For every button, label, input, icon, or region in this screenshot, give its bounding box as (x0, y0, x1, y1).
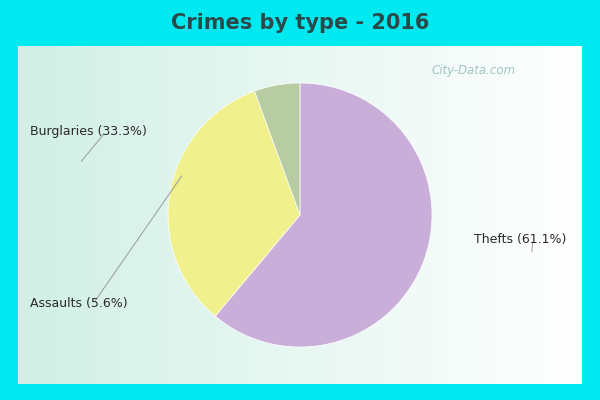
Text: Thefts (61.1%): Thefts (61.1%) (474, 234, 566, 246)
Wedge shape (215, 83, 432, 347)
Text: Assaults (5.6%): Assaults (5.6%) (30, 298, 128, 310)
Text: Burglaries (33.3%): Burglaries (33.3%) (30, 126, 147, 138)
Text: City-Data.com: City-Data.com (432, 64, 516, 77)
Wedge shape (254, 83, 300, 215)
Wedge shape (168, 91, 300, 316)
Text: Crimes by type - 2016: Crimes by type - 2016 (171, 13, 429, 33)
